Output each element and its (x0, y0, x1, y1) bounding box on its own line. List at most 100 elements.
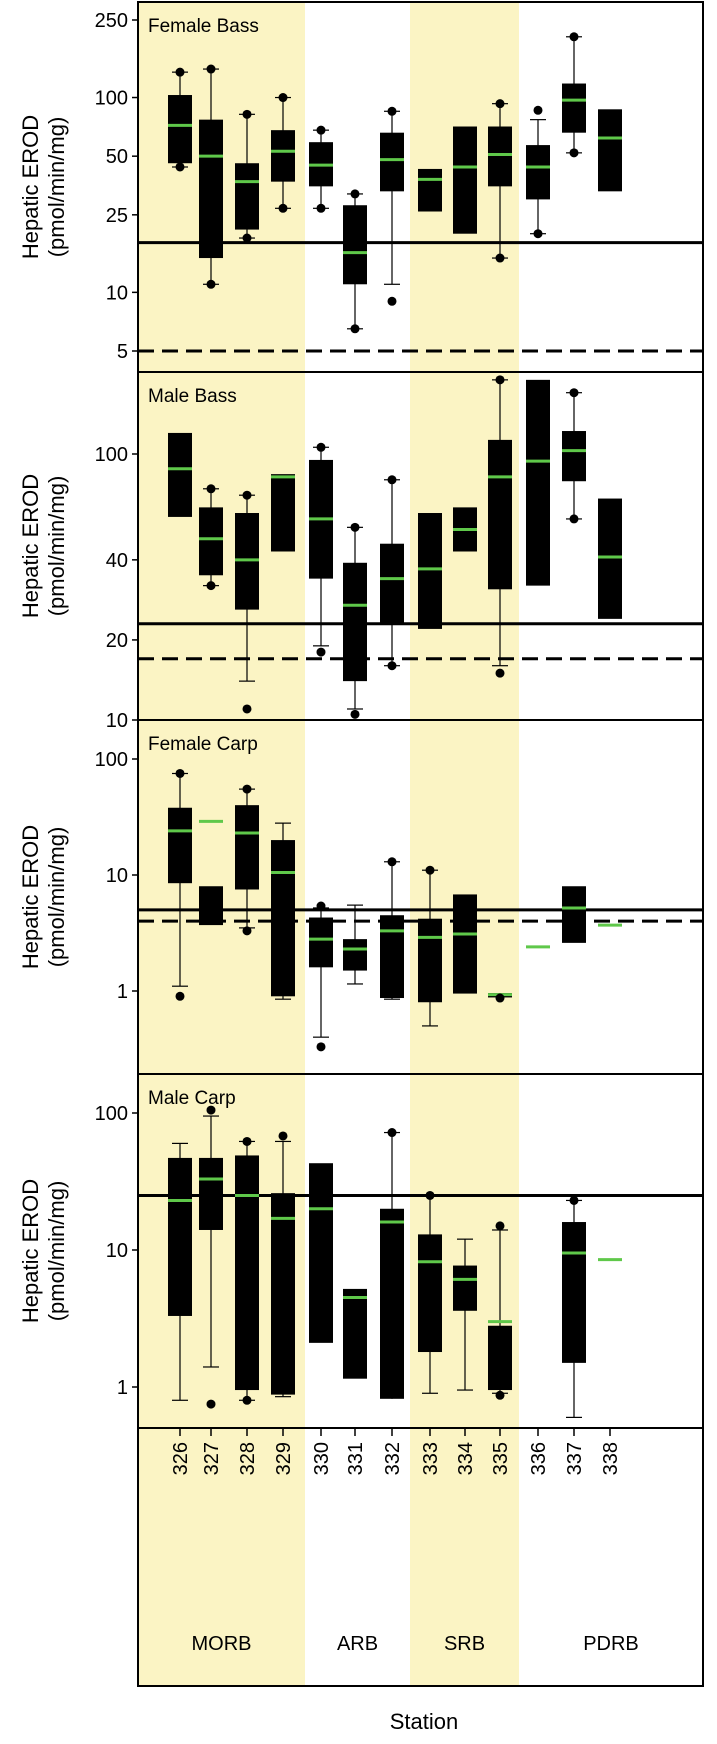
box-331 (343, 904, 367, 985)
box-337 (562, 32, 586, 158)
box-334 (453, 507, 477, 552)
box-337 (562, 886, 586, 943)
y-tick-label: 1 (117, 1377, 128, 1399)
outlier-point (316, 647, 326, 657)
outlier-point (206, 1399, 216, 1409)
box-332 (380, 475, 404, 671)
box-body (235, 163, 259, 230)
group-label: ARB (337, 1633, 378, 1655)
outlier-point (569, 1195, 579, 1205)
outlier-point (387, 1128, 397, 1138)
outlier-point (533, 105, 543, 115)
outlier-point (242, 784, 252, 794)
box-body (235, 805, 259, 890)
panel-title: Male Carp (148, 1088, 236, 1109)
outlier-point (495, 1221, 505, 1231)
y-tick-label: 20 (106, 630, 128, 652)
box-body (343, 205, 367, 285)
box-body (271, 1193, 295, 1395)
outlier-point (278, 203, 288, 213)
box-body (380, 1208, 404, 1399)
outlier-point (316, 203, 326, 213)
outlier-point (242, 109, 252, 119)
box-333 (418, 168, 442, 212)
box-body (562, 83, 586, 133)
box-body (380, 915, 404, 999)
station-label: 338 (600, 1442, 622, 1475)
box-337 (562, 388, 586, 524)
box-331 (343, 1288, 367, 1379)
outlier-point (569, 32, 579, 42)
y-axis-unit: (pmol/min/mg) (44, 827, 69, 968)
group-label: PDRB (583, 1633, 639, 1655)
outlier-point (350, 709, 360, 719)
box-body (453, 1265, 477, 1311)
y-tick-label: 10 (106, 710, 128, 732)
station-label: 331 (345, 1442, 367, 1475)
panel-male-carp: 1 10 100 Male Carp Hepatic EROD (pmol/min/mg) (18, 1073, 704, 1429)
outlier-point (495, 99, 505, 109)
station-label: 328 (237, 1442, 259, 1475)
station-label: 330 (311, 1442, 333, 1475)
box-335 (488, 99, 512, 263)
y-tick-label: 100 (95, 1103, 128, 1125)
box-body (235, 1155, 259, 1391)
station-label: 335 (490, 1442, 512, 1475)
y-axis-label: Hepatic EROD (18, 825, 43, 969)
box-334 (453, 1238, 477, 1391)
box-body (199, 507, 223, 576)
y-tick-label: 40 (106, 550, 128, 572)
panel-female-carp: 1 10 100 Female Carp Hepatic EROD (pmol/min/m… (18, 719, 704, 1075)
box-body (526, 145, 550, 200)
outlier-point (495, 668, 505, 678)
panel-title: Female Carp (148, 734, 258, 755)
outlier-point (495, 993, 505, 1003)
outlier-point (569, 148, 579, 158)
outlier-point (206, 279, 216, 289)
box-330 (309, 1163, 333, 1343)
outlier-point (350, 324, 360, 334)
outlier-point (387, 475, 397, 485)
box-body (199, 1157, 223, 1230)
box-327b (199, 886, 223, 926)
outlier-point (206, 1105, 216, 1115)
outlier-point (242, 1136, 252, 1146)
box-329 (271, 474, 295, 552)
box-329 (271, 93, 295, 213)
station-label: 326 (170, 1442, 192, 1475)
station-label: 329 (273, 1442, 295, 1475)
box-338 (598, 498, 622, 619)
box-body (526, 379, 550, 586)
box-body (453, 126, 477, 234)
station-label: 334 (455, 1442, 477, 1475)
panel-title: Male Bass (148, 386, 237, 407)
box-body (168, 95, 192, 164)
outlier-point (175, 67, 185, 77)
box-body (343, 1288, 367, 1379)
y-tick-label: 10 (106, 1240, 128, 1262)
box-333 (418, 865, 442, 1027)
box-332 (380, 106, 404, 306)
y-tick-label: 10 (106, 865, 128, 887)
box-335 (488, 1221, 512, 1400)
outlier-point (495, 253, 505, 263)
y-axis-unit: (pmol/min/mg) (44, 476, 69, 617)
box-body (598, 498, 622, 619)
outlier-point (387, 857, 397, 867)
box-body (488, 126, 512, 187)
outlier-point (242, 1395, 252, 1405)
y-tick-label: 100 (95, 749, 128, 771)
y-axis-unit: (pmol/min/mg) (44, 1181, 69, 1322)
box-body (562, 1222, 586, 1363)
y-tick-label: 50 (106, 146, 128, 168)
box-body (418, 513, 442, 629)
box-328 (235, 784, 259, 936)
outlier-point (425, 865, 435, 875)
box-body (418, 168, 442, 212)
box-327 (199, 64, 223, 289)
panel-male-bass: 10 20 40 100 Male Bass Hepatic EROD (pmol/min/… (18, 371, 704, 732)
box-335 (488, 993, 512, 1003)
station-label: 332 (382, 1442, 404, 1475)
